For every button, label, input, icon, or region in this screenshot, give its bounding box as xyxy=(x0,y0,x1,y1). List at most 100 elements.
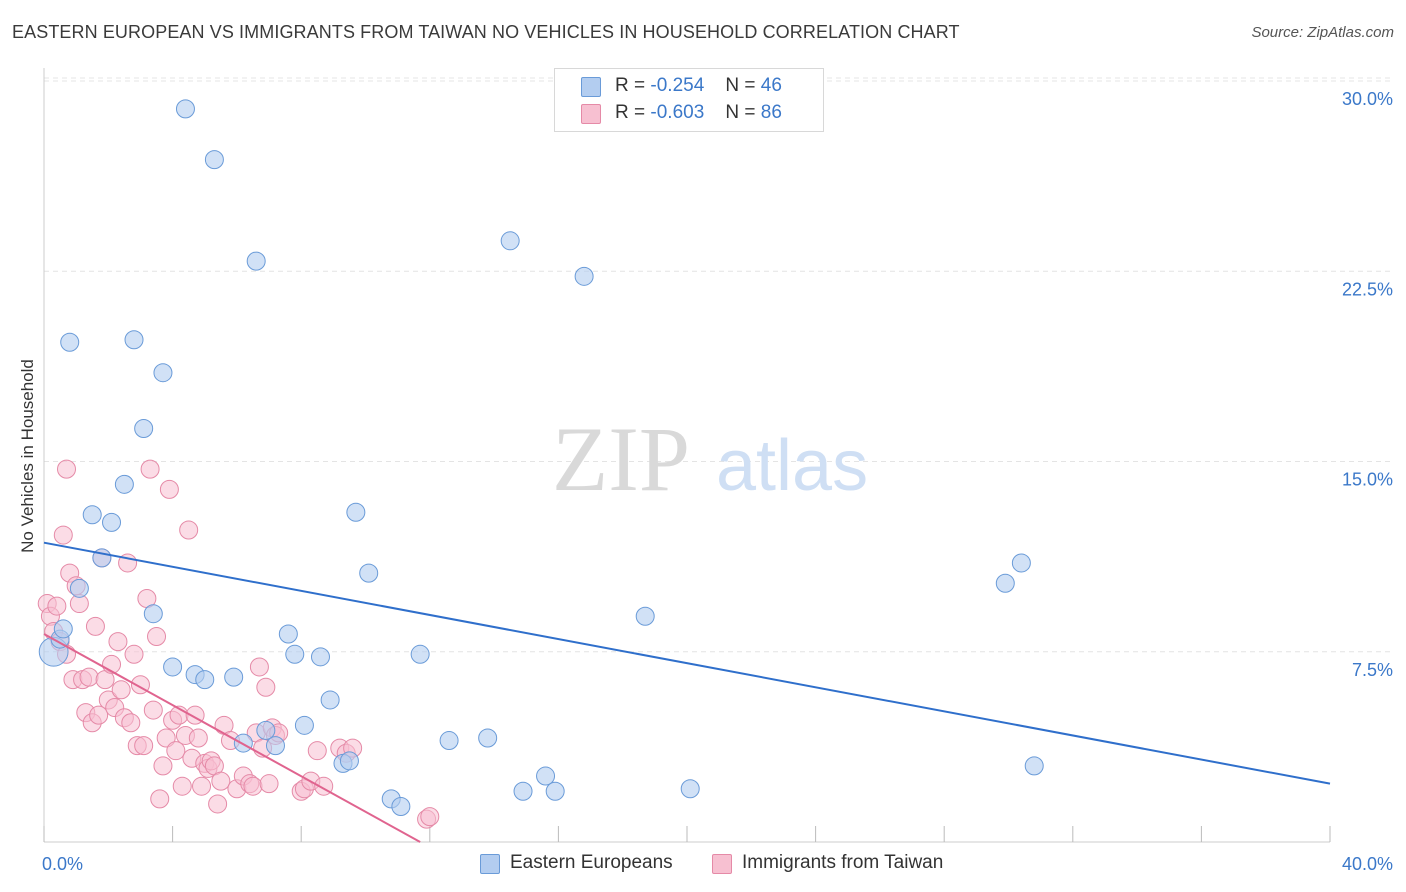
taiwan-point xyxy=(143,700,163,720)
eastern-european-point xyxy=(134,419,154,439)
legend-n-label: N = xyxy=(725,75,756,96)
eastern-european-point xyxy=(310,647,330,667)
x-tick-label: 40.0% xyxy=(1342,854,1393,874)
legend-r-value: -0.254 xyxy=(650,75,705,96)
chart-title: EASTERN EUROPEAN VS IMMIGRANTS FROM TAIW… xyxy=(12,22,960,42)
eastern-european-point xyxy=(545,781,565,801)
eastern-european-point xyxy=(60,332,80,352)
eastern-european-point xyxy=(143,604,163,624)
eastern-european-point xyxy=(391,796,411,816)
eastern-european-point xyxy=(346,502,366,522)
y-axis-label: No Vehicles in Household xyxy=(18,359,37,553)
eastern-european-point xyxy=(995,573,1015,593)
eastern-european-point xyxy=(153,363,173,383)
eastern-european-point xyxy=(175,99,195,119)
tick-labels: 7.5% 15.0% 22.5% 30.0% 0.0% 40.0% xyxy=(42,89,1393,874)
taiwan-point xyxy=(249,657,269,677)
eastern-european-point xyxy=(294,715,314,735)
taiwan-point xyxy=(124,644,144,664)
watermark: ZIP atlas xyxy=(552,408,868,510)
watermark-atlas: atlas xyxy=(716,426,868,506)
legend-swatch-pink xyxy=(712,854,732,874)
taiwan-point xyxy=(79,667,99,687)
taiwan-point xyxy=(57,459,77,479)
y-tick-label: 22.5% xyxy=(1342,279,1393,299)
taiwan-point xyxy=(188,728,208,748)
taiwan-point xyxy=(47,596,67,616)
legend-label: Eastern Europeans xyxy=(510,852,673,873)
taiwan-point xyxy=(85,616,105,636)
legend-label: Immigrants from Taiwan xyxy=(742,852,944,873)
legend-swatch-blue xyxy=(581,77,601,97)
eastern-european-point xyxy=(439,731,459,751)
axes xyxy=(43,68,1331,843)
eastern-european-point xyxy=(102,512,122,532)
taiwan-point xyxy=(259,774,279,794)
eastern-european-point xyxy=(574,266,594,286)
taiwan-point xyxy=(153,756,173,776)
x-tick-label: 0.0% xyxy=(42,854,83,874)
y-tick-label: 7.5% xyxy=(1352,660,1393,680)
eastern-european-point xyxy=(410,644,430,664)
taiwan-point xyxy=(208,794,228,814)
eastern-european-point xyxy=(246,251,266,271)
taiwan-point xyxy=(179,520,199,540)
eastern-european-point xyxy=(513,781,533,801)
taiwan-point xyxy=(121,713,141,733)
eastern-european-point xyxy=(224,667,244,687)
legend-r-label: R = xyxy=(615,75,646,96)
eastern-european-point xyxy=(278,624,298,644)
legend-r-value: -0.603 xyxy=(650,102,705,123)
taiwan-point xyxy=(140,459,160,479)
chart-source: Source: ZipAtlas.com xyxy=(1251,24,1394,41)
eastern-european-point xyxy=(233,733,253,753)
legend-n-value: 86 xyxy=(760,102,782,123)
eastern-european-point xyxy=(82,505,102,525)
taiwan-point xyxy=(147,627,167,647)
taiwan-point xyxy=(243,776,263,796)
eastern-european-point xyxy=(1024,756,1044,776)
taiwan-point xyxy=(108,632,128,652)
eastern-european-point xyxy=(500,231,520,251)
taiwan-point xyxy=(156,728,176,748)
taiwan-point xyxy=(150,789,170,809)
eastern-european-point xyxy=(256,720,276,740)
eastern-european-point xyxy=(478,728,498,748)
eastern-european-point xyxy=(265,736,285,756)
eastern-european-point xyxy=(339,751,359,771)
eastern-european-point xyxy=(359,563,379,583)
legend-n-value: 46 xyxy=(760,75,782,96)
eastern-european-point xyxy=(635,606,655,626)
y-tick-label: 30.0% xyxy=(1342,89,1393,109)
taiwan-point xyxy=(134,736,154,756)
legend-swatch-pink xyxy=(581,104,601,124)
taiwan-point xyxy=(159,479,179,499)
eastern-european-point xyxy=(285,644,305,664)
eastern-european-point xyxy=(124,330,144,350)
legend-r-label: R = xyxy=(615,102,646,123)
eastern-european-point xyxy=(53,619,73,639)
eastern-european-point xyxy=(204,150,224,170)
taiwan-point xyxy=(420,807,440,827)
eastern-european-point xyxy=(320,690,340,710)
legend-swatch-blue xyxy=(480,854,500,874)
taiwan-point xyxy=(211,771,231,791)
taiwan-point xyxy=(307,741,327,761)
y-tick-label: 15.0% xyxy=(1342,470,1393,490)
taiwan-point xyxy=(111,680,131,700)
series-legend: Eastern Europeans Immigrants from Taiwan xyxy=(0,852,1406,878)
eastern-european-point xyxy=(680,779,700,799)
taiwan-point xyxy=(192,776,212,796)
eastern-european-point xyxy=(1011,553,1031,573)
legend-n-label: N = xyxy=(725,102,756,123)
taiwan-point xyxy=(256,677,276,697)
watermark-zip: ZIP xyxy=(552,408,690,510)
eastern-european-point xyxy=(69,578,89,598)
eastern-european-point xyxy=(195,670,215,690)
taiwan-point xyxy=(53,525,73,545)
eastern-european-point xyxy=(114,474,134,494)
eastern-european-point xyxy=(163,657,183,677)
gridlines xyxy=(44,77,1394,653)
taiwan-point xyxy=(89,705,109,725)
